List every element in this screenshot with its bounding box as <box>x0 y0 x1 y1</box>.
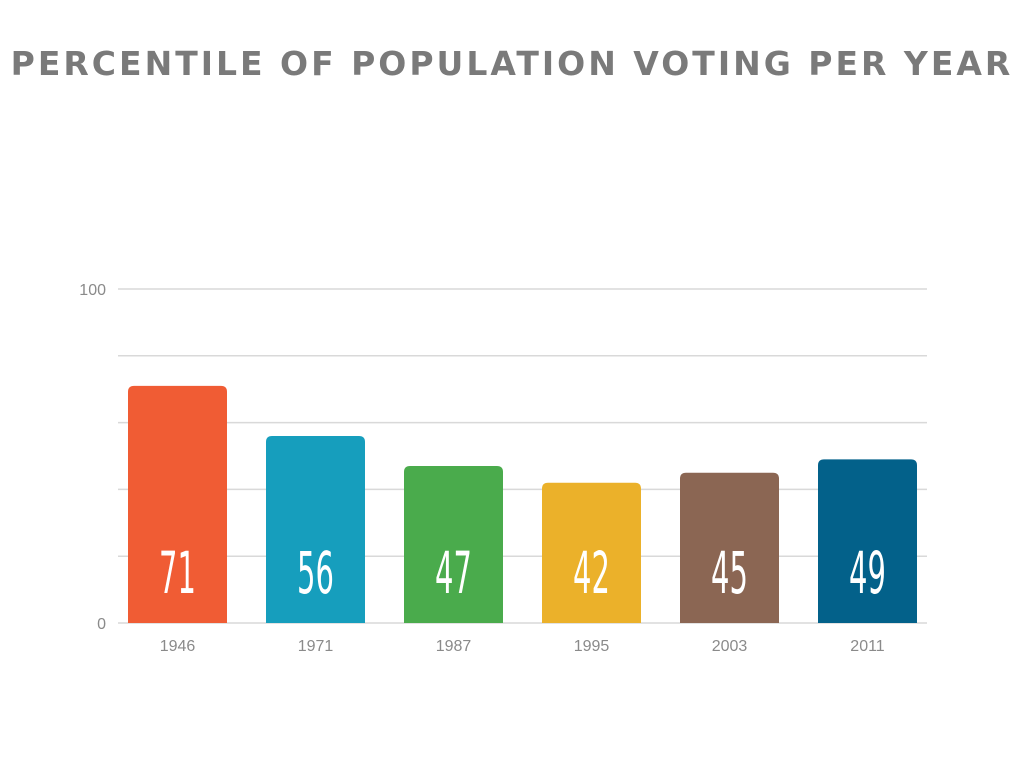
x-tick-label: 1971 <box>298 638 334 655</box>
x-tick-label: 1987 <box>436 638 472 655</box>
bar-1971 <box>266 435 365 623</box>
data-label: 56 <box>297 539 334 607</box>
data-label: 42 <box>573 539 610 607</box>
x-tick-label: 2011 <box>850 638 885 655</box>
data-label: 71 <box>159 539 196 607</box>
x-tick-label: 2003 <box>712 638 748 655</box>
y-tick-label: 0 <box>97 616 106 633</box>
data-label: 45 <box>711 539 748 607</box>
bar-2003 <box>680 472 779 623</box>
x-tick-label: 1946 <box>160 638 196 655</box>
chart-title: PERCENTILE OF POPULATION VOTING PER YEAR <box>10 44 1014 83</box>
data-label: 47 <box>435 539 472 607</box>
bar-2011 <box>818 459 917 623</box>
bar-1946 <box>128 385 227 623</box>
data-label: 49 <box>849 539 886 607</box>
x-tick-label: 1995 <box>574 638 610 655</box>
y-tick-label: 100 <box>79 282 106 299</box>
bar-1987 <box>404 466 503 623</box>
bar-1995 <box>542 482 641 623</box>
